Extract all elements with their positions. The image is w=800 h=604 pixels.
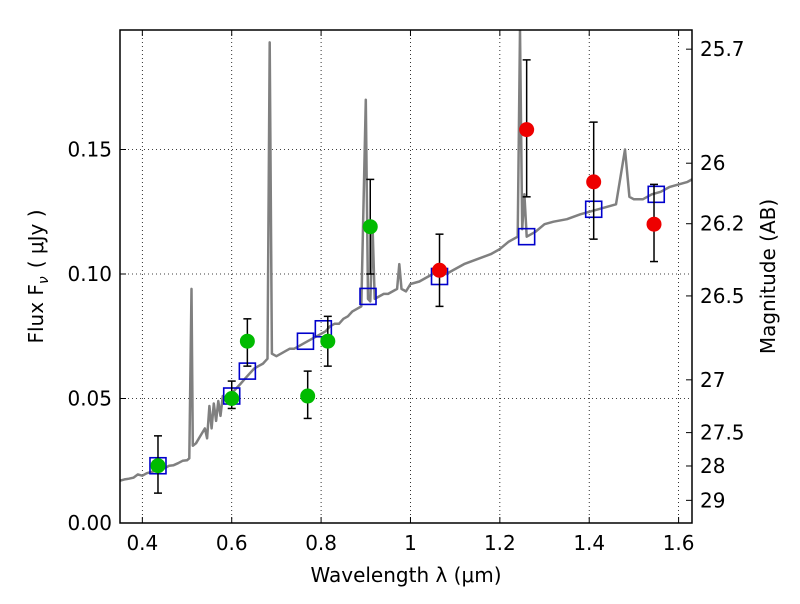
axes: 0.4 0.6 0.8 1 1.2 1.4 1.6 0.00 0.05 0.10 0.15 25.7 2… [67, 30, 745, 555]
y-axis-label-main: Flux F [24, 284, 48, 343]
data-point [150, 458, 166, 474]
y-tick-label: 0.05 [67, 387, 112, 411]
y2-tick-label: 27.5 [700, 421, 745, 445]
plot-area [120, 30, 692, 494]
y-tick-label: 0.15 [67, 138, 112, 162]
data-point [586, 174, 602, 190]
x-tick-label: 1 [404, 531, 417, 555]
data-point [432, 262, 448, 278]
grid-lines [120, 30, 692, 524]
data-point [239, 333, 255, 349]
data-point [519, 122, 535, 138]
y2-tick-label: 26.5 [700, 284, 745, 308]
data-point [320, 333, 336, 349]
x-tick-label: 1.2 [484, 531, 516, 555]
y-tick-label: 0.10 [67, 262, 112, 286]
model-square-marker [296, 332, 315, 351]
data-point [362, 219, 378, 235]
y-tick-label: 0.00 [67, 511, 112, 535]
y2-tick-label: 26 [700, 151, 725, 175]
plot-frame [119, 29, 693, 524]
spectrum-line [120, 30, 692, 482]
y2-tick-label: 25.7 [700, 37, 745, 61]
data-point [646, 216, 662, 232]
x-tick-label: 0.4 [126, 531, 158, 555]
y2-tick-label: 28 [700, 454, 725, 478]
x-axis-label: Wavelength λ (μm) [310, 563, 501, 587]
y-axis-label: Flux Fν ( μJy ) [24, 209, 52, 343]
data-point [300, 388, 316, 404]
x-tick-label: 0.6 [216, 531, 248, 555]
y2-axis-label: Magnitude (AB) [756, 199, 780, 354]
x-tick-label: 1.4 [573, 531, 605, 555]
model-square-marker [359, 287, 377, 306]
x-tick-label: 0.8 [305, 531, 337, 555]
model-square-marker [647, 185, 666, 204]
y-axis-label-unit: ( μJy ) [24, 209, 48, 268]
model-square-marker [517, 227, 536, 246]
x-tick-label: 1.6 [663, 531, 695, 555]
y2-tick-label: 27 [700, 368, 725, 392]
y2-tick-label: 29 [700, 488, 725, 512]
data-point [224, 391, 240, 407]
y2-tick-label: 26.2 [700, 212, 745, 236]
y-axis-label-sub: ν [36, 276, 52, 284]
